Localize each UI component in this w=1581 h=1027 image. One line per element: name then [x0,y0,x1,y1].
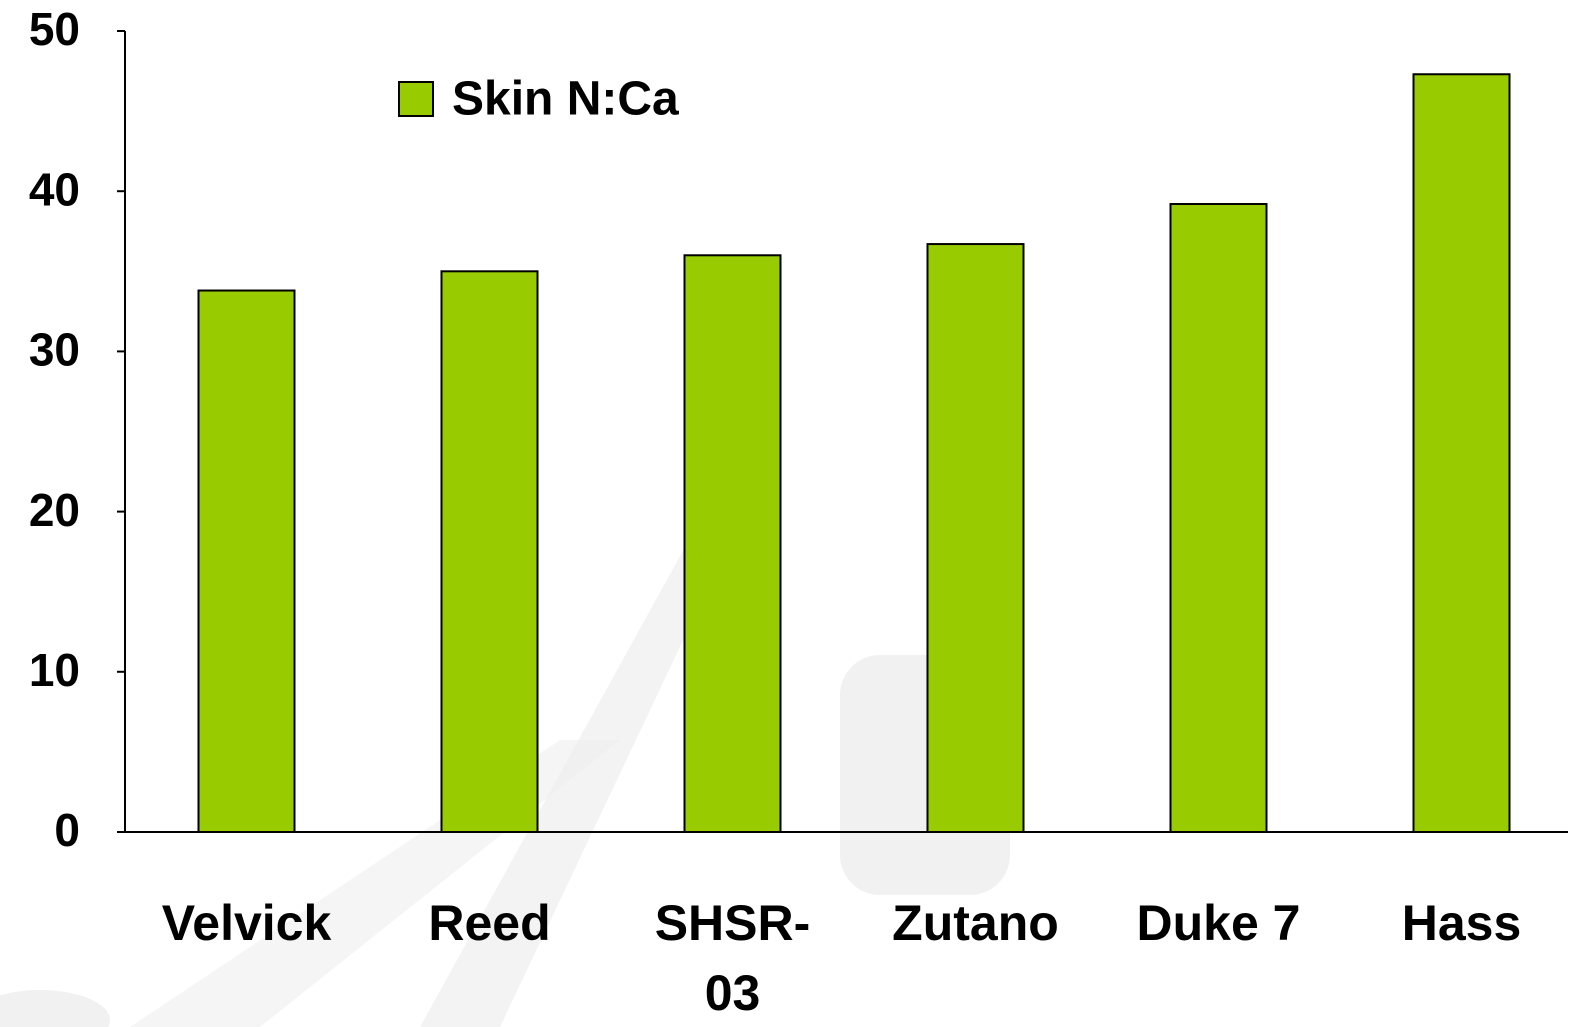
y-tick-label: 30 [29,324,80,376]
bar [1412,73,1511,833]
legend-label: Skin N:Ca [452,73,679,126]
x-tick-label: Duke 7 [1136,895,1301,951]
legend-swatch [398,81,434,117]
bar [197,289,296,833]
y-tick-label: 20 [29,484,80,536]
x-tick-label: SHSR-03 [654,895,811,1021]
bar [440,270,539,833]
y-tick-label: 40 [29,163,80,215]
x-tick-label: Hass [1401,895,1522,951]
y-tick-label: 0 [54,804,80,856]
x-tick-label: Reed [428,895,551,951]
x-tick-label: Velvick [161,895,332,951]
x-tick-label: Zutano [892,895,1059,951]
bar [1169,203,1268,834]
bar [926,243,1025,834]
y-tick-label: 50 [29,3,80,55]
background-decoration [0,520,1010,1027]
bar [683,254,782,833]
y-tick-label: 10 [29,644,80,696]
